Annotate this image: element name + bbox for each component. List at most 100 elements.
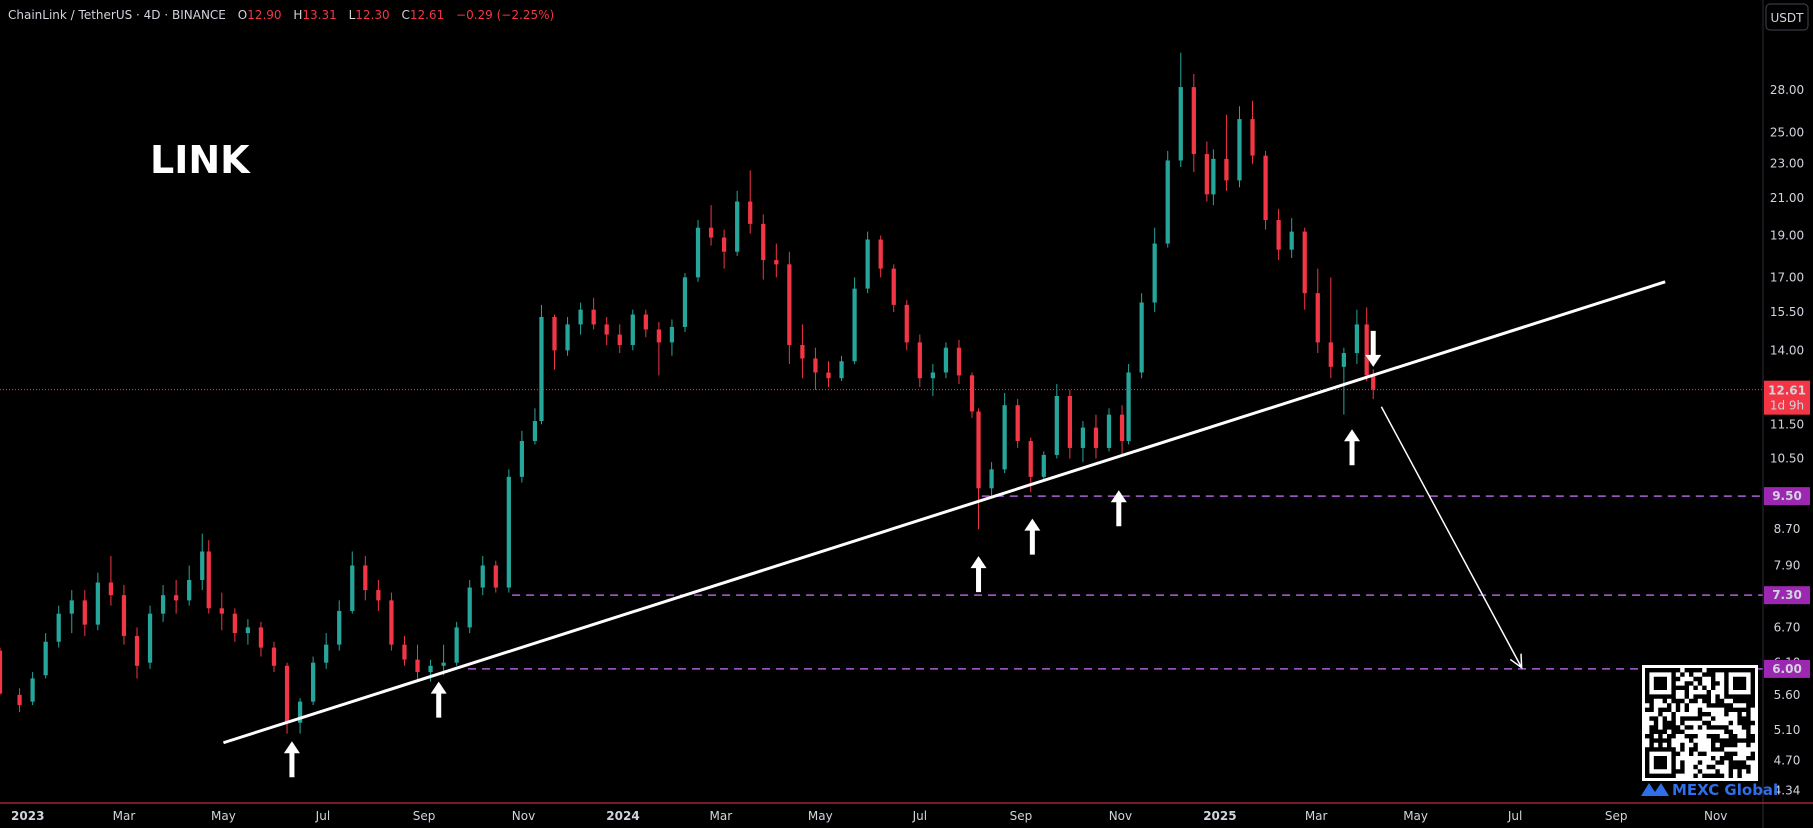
candle-body: [904, 304, 909, 343]
candle-body: [311, 662, 316, 702]
candle-85: [1093, 414, 1099, 459]
time-axis[interactable]: 2023 Mar May Jul Sep Nov 2024 Mar May Jul Sep Nov 20…: [11, 809, 1727, 823]
candle-14: [187, 565, 192, 606]
projection-arrow-head: [1509, 653, 1523, 670]
open-value: 12.90: [247, 8, 281, 22]
candle-body: [578, 309, 583, 325]
time-tick-label: Nov: [1109, 809, 1132, 823]
candle-body: [95, 582, 100, 625]
price-tick-label: 28.00: [1770, 83, 1804, 97]
candle-58: [748, 170, 753, 234]
candle-body: [206, 551, 211, 609]
candle-102: [1302, 227, 1307, 310]
candle-body: [643, 314, 648, 330]
candle-32: [415, 644, 420, 682]
candle-body: [415, 659, 420, 673]
time-tick-label: Sep: [1605, 809, 1628, 823]
candle-body: [376, 590, 381, 601]
candle-56: [721, 229, 727, 269]
level-tag-bg: [1764, 659, 1810, 678]
candle-46: [591, 297, 596, 330]
candle-100: [1276, 208, 1281, 261]
unit-button[interactable]: [1765, 3, 1809, 31]
candle-body: [1191, 87, 1196, 155]
candle-body: [82, 600, 87, 625]
candle-body: [1165, 160, 1170, 244]
candle-body: [1364, 324, 1369, 376]
candle-28: [363, 556, 368, 601]
price-tick-label: 11.50: [1770, 417, 1804, 431]
price-tick-label: 14.00: [1770, 343, 1804, 357]
candle-86: [1106, 408, 1112, 452]
candle-body: [174, 595, 179, 601]
price-axis[interactable]: 28.00 25.00 23.00 21.00 19.00 17.00 15.50 14.00…: [1770, 83, 1804, 798]
candle-body: [969, 375, 975, 412]
qr-modules: [1645, 668, 1755, 778]
candle-body: [839, 361, 844, 379]
candle-body: [43, 641, 48, 676]
candle-105: [1341, 347, 1346, 415]
candle-104: [1328, 277, 1333, 379]
candle-body: [721, 237, 727, 252]
candle-body: [493, 565, 498, 588]
candle-body: [1371, 375, 1376, 390]
candle-18: [232, 608, 237, 642]
support-levels: [468, 495, 1763, 670]
up-arrow-3: [1024, 518, 1041, 555]
candle-87: [1119, 405, 1125, 455]
candle-body: [878, 239, 883, 269]
candle-34: [441, 644, 446, 676]
candle-body: [467, 587, 472, 628]
candles[interactable]: [0, 52, 1376, 734]
candle-81: [1041, 451, 1046, 481]
candle-body: [480, 565, 485, 588]
candle-37: [480, 556, 485, 596]
drawings[interactable]: [222, 280, 1666, 745]
candle-79: [1015, 399, 1020, 448]
candle-body: [748, 201, 753, 224]
price-tick-label: 6.70: [1774, 620, 1801, 634]
legend-header[interactable]: ChainLink / TetherUS · 4D · BINANCE O12.…: [8, 8, 554, 22]
up-arrow-4: [1110, 490, 1127, 527]
support-trendline: [222, 280, 1666, 745]
candle-body: [956, 347, 962, 376]
candle-body: [682, 277, 688, 327]
price-tick-label: 7.90: [1774, 558, 1801, 572]
mexc-logo-icon: [1641, 783, 1669, 796]
candle-body: [200, 551, 205, 581]
candle-body: [219, 608, 224, 614]
candle-body: [630, 314, 635, 346]
candle-body: [1178, 87, 1183, 161]
candle-body: [1015, 405, 1020, 442]
candle-27: [350, 551, 355, 614]
candle-0: [0, 647, 3, 695]
candle-82: [1054, 384, 1059, 459]
candle-body: [1054, 395, 1059, 455]
candle-body: [147, 613, 153, 663]
candle-body: [1211, 158, 1216, 195]
candle-97: [1237, 106, 1242, 188]
annotation-title: LINK: [150, 138, 251, 182]
candle-48: [617, 324, 622, 354]
candle-body: [813, 358, 818, 373]
price-tick-label: 17.00: [1770, 270, 1804, 284]
candle-body: [402, 644, 407, 660]
mexc-logo: MEXC Global: [1641, 781, 1778, 799]
candle-body: [1224, 158, 1229, 181]
time-tick-label: May: [211, 809, 236, 823]
time-tick-label: 2023: [11, 809, 44, 823]
candle-body: [1263, 155, 1268, 221]
candle-67: [865, 231, 870, 294]
candle-body: [187, 580, 192, 601]
candle-body: [539, 316, 544, 422]
time-tick-label: May: [1403, 809, 1428, 823]
candle-20: [258, 621, 264, 657]
candle-76: [976, 408, 981, 530]
qr-code-image: [1642, 665, 1758, 781]
candle-body: [271, 647, 277, 666]
price-tick-label: 10.50: [1770, 452, 1804, 466]
candle-93: [1191, 73, 1196, 172]
candle-11: [147, 605, 153, 669]
